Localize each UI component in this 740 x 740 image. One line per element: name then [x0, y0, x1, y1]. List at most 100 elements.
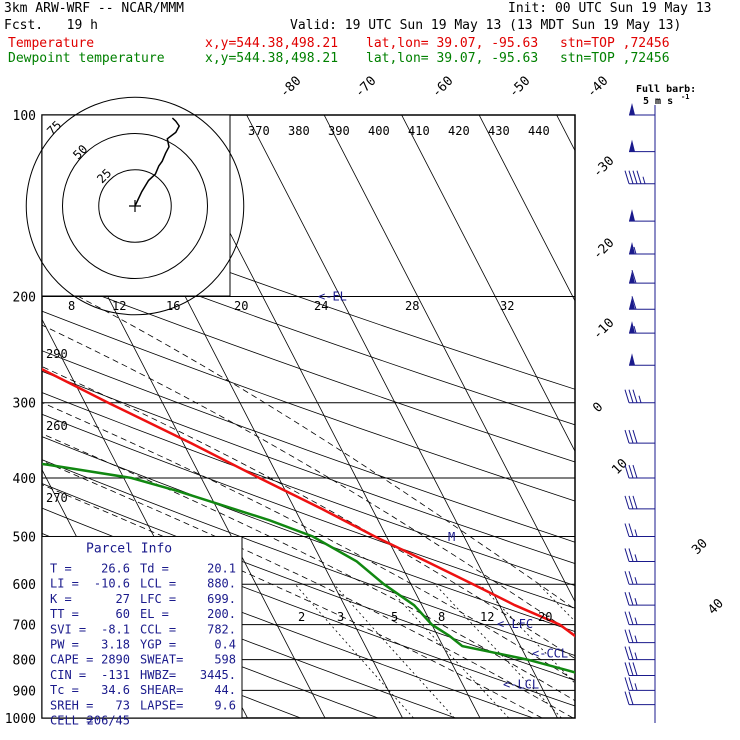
wind-barb-flag: [624, 662, 630, 676]
wetbulb-label: 20: [234, 299, 248, 313]
latlon-green: lat,lon= 39.07, -95.63: [366, 51, 539, 66]
barb-legend-units-superscript: -1: [681, 93, 689, 101]
isotherm-label: 30: [689, 536, 711, 558]
dry-adiabat: [42, 483, 575, 681]
parcel-info-value: -8.1: [101, 622, 130, 636]
wind-barb: [629, 269, 655, 284]
level-marker: <-CCL: [532, 647, 568, 661]
wind-barb-pennant: [629, 209, 635, 222]
wind-barb-flag: [624, 571, 630, 585]
parcel-info-value: 34.6: [101, 683, 130, 697]
parcel-info-key: Tc =: [50, 683, 79, 697]
mixing-ratio-line: [294, 583, 414, 718]
wind-barb-half-flag: [634, 554, 638, 562]
parcel-info-key: CCL =: [140, 622, 176, 636]
parcel-info-value: 880.: [207, 577, 236, 591]
wind-barb-pennant: [629, 241, 635, 254]
parcel-info-value: 73: [116, 698, 130, 712]
wind-barb-flag: [624, 611, 630, 625]
wind-barb: [629, 103, 655, 116]
wind-barb-flag: [624, 548, 630, 562]
isotherm-label: 0: [590, 400, 606, 416]
wind-barb: [624, 691, 655, 706]
isotherm-line: [478, 115, 575, 302]
parcel-info-value: -131: [101, 668, 130, 682]
wind-barb: [624, 571, 655, 585]
dry-adiabat: [42, 237, 575, 426]
theta-e-label: 370: [248, 124, 270, 138]
theta-e-label: 410: [408, 124, 430, 138]
parcel-info-value: 3445.: [200, 668, 236, 682]
pressure-tick-label: 1000: [5, 712, 36, 727]
wind-barb: [624, 646, 655, 661]
theta-label: 270: [46, 491, 68, 505]
hodograph-ring: [98, 169, 172, 243]
theta-label: 260: [46, 419, 68, 433]
dry-adiabat: [42, 436, 575, 632]
parcel-info-key: SREH =: [50, 698, 93, 712]
isotherm-label: -10: [590, 316, 617, 343]
wind-barb: [629, 321, 655, 334]
parcel-info-key: SVI =: [50, 622, 86, 636]
isotherm-label: -20: [590, 236, 617, 263]
mixing-ratio-label: 12: [480, 610, 494, 624]
theta-label: 290: [46, 347, 68, 361]
dry-adiabat: [42, 586, 380, 718]
hodograph-ring: [25, 96, 245, 316]
station-green: stn=TOP ,72456: [560, 51, 670, 66]
wind-barb-flag: [624, 691, 630, 705]
theta-e-label: 390: [328, 124, 350, 138]
parcel-info-value: 0.4: [214, 637, 236, 651]
wind-barb-flag: [628, 592, 634, 606]
isotherm-line: [401, 115, 575, 453]
wind-barb-flag: [628, 677, 634, 691]
wind-barb-flag: [632, 429, 638, 444]
dry-adiabat: [42, 310, 575, 502]
dry-adiabat: [42, 413, 575, 609]
dry-adiabat: [42, 350, 575, 543]
temperature-profile: [42, 367, 575, 638]
wind-barb: [629, 296, 655, 310]
mixing-ratio-label: 8: [438, 610, 445, 624]
wind-barb-flag: [628, 571, 634, 585]
parcel-info-value: 26.6: [101, 561, 130, 575]
parcel-info-panel: [41, 535, 243, 719]
mixing-ratio-label: 2: [298, 610, 305, 624]
wind-barb-flag: [624, 592, 630, 606]
wind-barb-half-flag: [634, 683, 638, 691]
xy-coordinates-green: x,y=544.38,498.21: [205, 51, 339, 66]
wetbulb-label: 24: [314, 299, 328, 313]
midlevel-marker: M: [448, 530, 455, 544]
parcel-info-key: Td =: [140, 561, 169, 575]
theta-e-label: 380: [288, 124, 310, 138]
wind-barb-half-flag: [642, 176, 646, 184]
parcel-info-key: PW =: [50, 637, 79, 651]
parcel-info-key: SHEAR=: [140, 683, 183, 697]
mixing-ratio-label: 20: [538, 610, 552, 624]
parcel-info-value: 27: [116, 592, 130, 606]
wind-barb-flag: [628, 389, 634, 403]
wind-barb-flag: [628, 646, 634, 660]
pressure-tick-label: 300: [13, 397, 36, 412]
parcel-info-value: 2890: [101, 653, 130, 667]
parcel-info-key: YGP =: [140, 637, 176, 651]
wind-barb-pennant: [629, 321, 635, 334]
pressure-tick-label: 500: [13, 530, 36, 545]
mixing-ratio-line: [538, 583, 575, 622]
wetbulb-label: 12: [112, 299, 126, 313]
parcel-info-key: LI =: [50, 577, 79, 591]
theta-e-label: 400: [368, 124, 390, 138]
dry-adiabat: [42, 392, 575, 586]
isotherm-label: -50: [506, 74, 533, 101]
wind-barb-flag: [628, 611, 634, 625]
parcel-info-value: 3.18: [101, 637, 130, 651]
isotherm-label: -70: [352, 74, 379, 101]
wind-barb: [624, 523, 655, 537]
wind-barb-flag: [624, 629, 630, 643]
isotherm-label: 40: [705, 596, 727, 618]
moist-adiabat: [42, 324, 575, 636]
wind-barb-pennant: [629, 271, 635, 284]
wind-barb-flag: [628, 464, 634, 479]
wind-barb-flag: [636, 170, 642, 184]
wind-barb: [629, 209, 655, 222]
